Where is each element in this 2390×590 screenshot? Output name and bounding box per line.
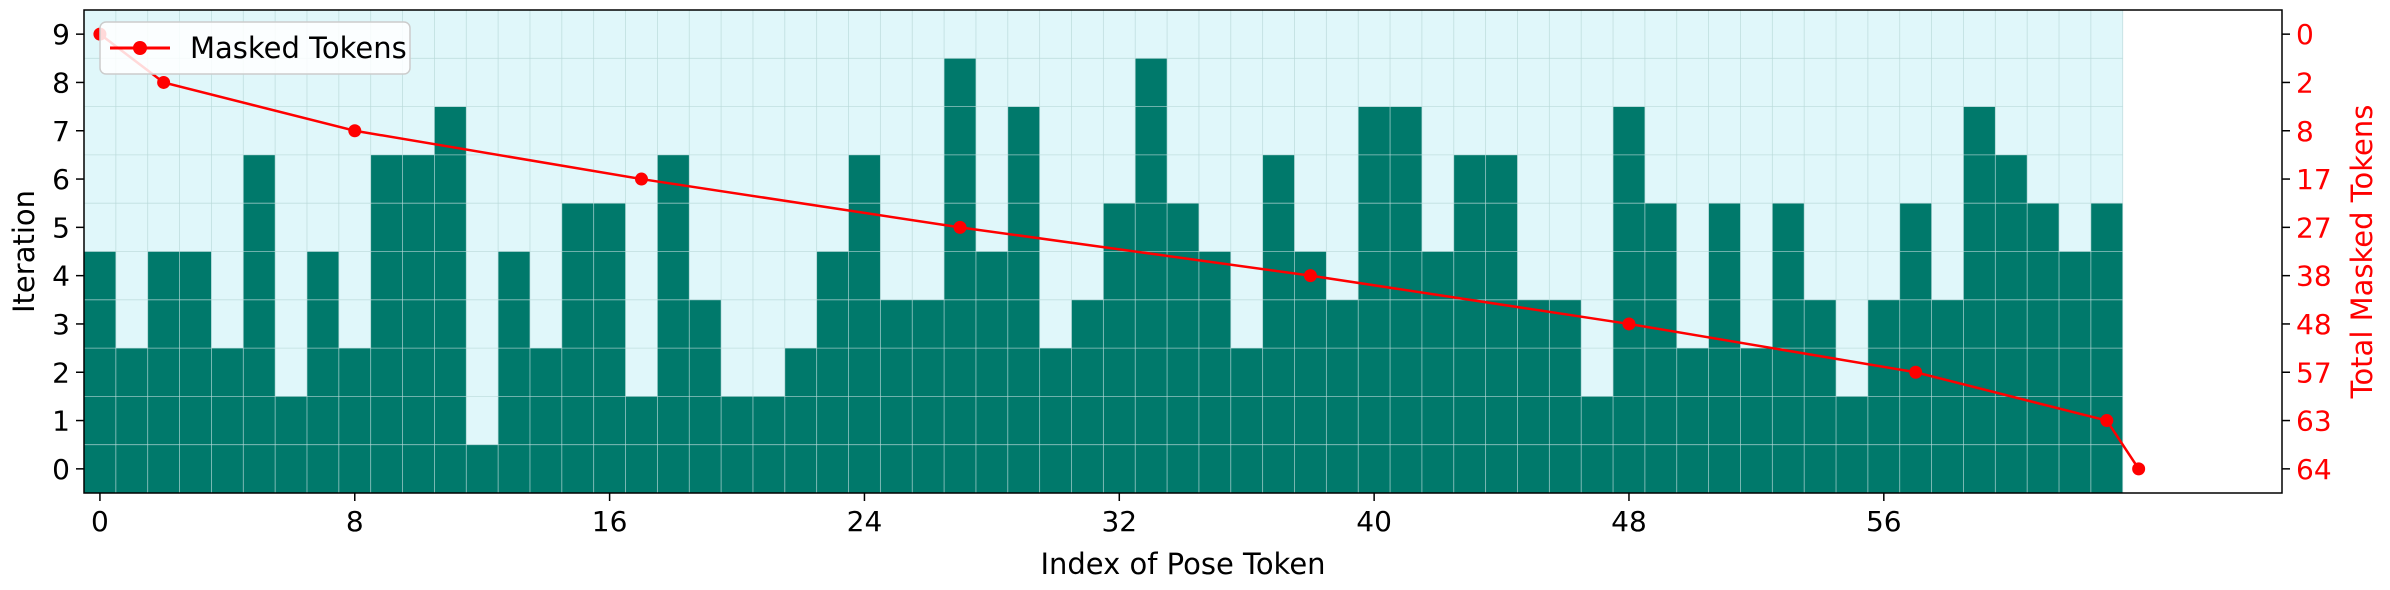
x-tick-label: 16 [592, 505, 628, 538]
masked-tokens-point [1303, 269, 1317, 283]
grid [83, 9, 2124, 494]
bar-token-38 [1294, 251, 1327, 493]
legend-box [99, 21, 411, 75]
y-tick-label-left: 5 [52, 211, 70, 244]
bar-token-8 [338, 348, 371, 493]
bar-token-37 [1262, 154, 1295, 493]
legend-dot-marker [133, 41, 147, 55]
bar-token-10 [402, 154, 435, 493]
bar-token-22 [784, 348, 817, 493]
bar-token-0 [84, 251, 116, 493]
bar-token-14 [529, 348, 562, 493]
y-axis-title-left: Iteration [7, 190, 41, 313]
masked-tokens-point [2132, 462, 2146, 476]
bar-token-3 [179, 251, 212, 493]
y-tick-label-right: 8 [2296, 115, 2314, 148]
bar-token-42 [1421, 251, 1454, 493]
bar-token-7 [306, 251, 339, 493]
masked-tokens-point [1909, 365, 1923, 379]
bar-token-13 [498, 251, 530, 493]
bar-token-24 [848, 154, 881, 493]
bar-token-52 [1740, 348, 1773, 493]
y-tick-label-right: 57 [2296, 356, 2332, 389]
y-tick-label-left: 6 [52, 163, 70, 196]
x-axis-title: Index of Pose Token [1040, 547, 1325, 581]
bar-token-30 [1039, 348, 1072, 493]
y-tick-label-left: 7 [52, 115, 70, 148]
masked-tokens-point [953, 220, 967, 234]
masked-tokens-point [634, 172, 648, 186]
bar-token-50 [1676, 348, 1709, 493]
y-tick-label-left: 4 [52, 260, 70, 293]
bar-token-62 [2059, 251, 2091, 493]
y-tick-label-right: 2 [2296, 66, 2314, 99]
bar-token-4 [211, 348, 244, 493]
bar-token-33 [1135, 58, 1168, 494]
y-tick-label-right: 38 [2296, 260, 2332, 293]
bar-token-27 [944, 58, 976, 494]
y-tick-label-right: 27 [2296, 211, 2332, 244]
masked-tokens-polyline [99, 33, 2140, 470]
y-tick-label-left: 9 [52, 18, 70, 51]
bar-token-1 [115, 348, 148, 493]
x-tick-label: 56 [1866, 505, 1902, 538]
x-tick-label: 24 [847, 505, 883, 538]
y-tick-label-right: 64 [2296, 453, 2332, 486]
y-tick-label-left: 1 [52, 405, 70, 438]
bar-token-44 [1485, 154, 1518, 493]
bar-token-35 [1198, 251, 1231, 493]
masked-tokens-point [157, 75, 171, 89]
x-tick-label: 0 [91, 505, 109, 538]
bar-token-18 [657, 154, 690, 493]
plot-frame [83, 9, 2283, 494]
masked-tokens-point [2100, 414, 2114, 428]
y-tick-label-left: 2 [52, 356, 70, 389]
y-tick-label-right: 63 [2296, 405, 2332, 438]
masked-tokens-point [348, 124, 362, 138]
x-tick-label: 48 [1611, 505, 1647, 538]
bar-token-12 [466, 444, 499, 493]
y-tick-label-right: 0 [2296, 18, 2314, 51]
y-axis-title-right: Total Masked Tokens [2345, 105, 2379, 400]
y-tick-label-left: 0 [52, 453, 70, 486]
masked-tokens-point [1622, 317, 1636, 331]
bar-token-60 [1995, 154, 2028, 493]
bar-token-36 [1230, 348, 1263, 493]
bar-token-28 [975, 251, 1008, 493]
bar-token-2 [147, 251, 180, 493]
bar-token-9 [370, 154, 403, 493]
masked-tokens-line [93, 27, 2146, 476]
bar-token-5 [243, 154, 276, 493]
legend-label-masked-tokens: Masked Tokens [190, 31, 407, 65]
x-tick-label: 40 [1356, 505, 1392, 538]
legend: Masked Tokens [99, 21, 411, 75]
bar-token-43 [1453, 154, 1486, 493]
x-tick-label: 8 [346, 505, 364, 538]
x-tick-label: 32 [1101, 505, 1137, 538]
y-tick-label-left: 8 [52, 66, 70, 99]
bar-token-23 [816, 251, 849, 493]
y-tick-label-left: 3 [52, 308, 70, 341]
y-tick-label-right: 48 [2296, 308, 2332, 341]
y-tick-label-right: 17 [2296, 163, 2332, 196]
